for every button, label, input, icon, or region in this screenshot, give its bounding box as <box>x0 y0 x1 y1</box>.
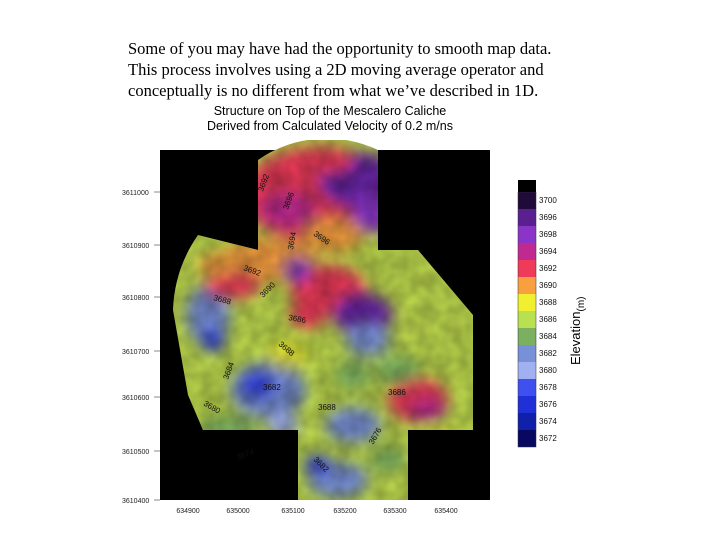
colorbar-swatch <box>518 396 536 413</box>
colorbar-swatch <box>518 243 536 260</box>
map-title-line-1: Structure on Top of the Mescalero Calich… <box>213 104 447 118</box>
colorbar-swatch <box>518 379 536 396</box>
colorbar-level-label: 3684 <box>539 332 557 341</box>
colorbar-level-label: 3676 <box>539 400 557 409</box>
intro-line-2: This process involves using a 2D moving … <box>128 60 544 79</box>
map-title-line-2: Derived from Calculated Velocity of 0.2 … <box>207 119 453 133</box>
colorbar-swatch <box>518 209 536 226</box>
colorbar-swatch <box>518 260 536 277</box>
colorbar-level-label: 3674 <box>539 417 557 426</box>
colorbar-level-label: 3692 <box>539 264 557 273</box>
y-tick-label: 3610800 <box>122 295 149 302</box>
y-tick-label: 3610600 <box>122 395 149 402</box>
colorbar-level-label: 3680 <box>539 366 557 375</box>
intro-line-3: conceptually is no different from what w… <box>128 81 539 100</box>
colorbar-swatch <box>518 294 536 311</box>
colorbar-level-label: 3700 <box>539 196 557 205</box>
colorbar-swatch <box>518 345 536 362</box>
colorbar-swatch <box>518 226 536 243</box>
colorbar-level-label: 3698 <box>539 230 557 239</box>
colorbar: 3700 3696 3698 3694 3692 3690 3688 3686 3684 3682… <box>517 180 557 448</box>
colorbar-label: Elevation(m) <box>568 297 587 365</box>
contour-map-figure: 3692369636963694369236883690368636883684… <box>122 140 557 515</box>
colorbar-level-label: 3678 <box>539 383 557 392</box>
intro-line-1: Some of you may have had the opportunity… <box>128 39 552 58</box>
colorbar-swatch <box>518 311 536 328</box>
contour-label: 3694 <box>286 231 298 251</box>
y-tick-label: 3610500 <box>122 449 149 456</box>
colorbar-top-cap <box>518 180 536 192</box>
contour-label: 3686 <box>288 313 308 325</box>
y-tick-label: 3610900 <box>122 243 149 250</box>
colorbar-level-label: 3690 <box>539 281 557 290</box>
x-tick-label: 635100 <box>281 508 304 515</box>
y-tick-label: 3610700 <box>122 349 149 356</box>
x-tick-label: 635400 <box>434 508 457 515</box>
x-tick-label: 635300 <box>383 508 406 515</box>
x-tick-label: 635000 <box>226 508 249 515</box>
colorbar-label-unit: (m) <box>576 296 587 312</box>
y-tick-label: 3611000 <box>122 190 149 197</box>
x-tick-label: 634900 <box>176 508 199 515</box>
contour-label: 3688 <box>318 403 336 412</box>
colorbar-level-label: 3682 <box>539 349 557 358</box>
contour-label: 3682 <box>263 383 281 392</box>
colorbar-swatch <box>518 192 536 209</box>
colorbar-swatch <box>518 413 536 430</box>
colorbar-level-label: 3686 <box>539 315 557 324</box>
colorbar-swatch <box>518 277 536 294</box>
y-tick-label: 3610400 <box>122 498 149 505</box>
colorbar-label-text: Elevation <box>568 311 583 365</box>
contour-label: 3686 <box>388 388 406 397</box>
colorbar-level-label: 3688 <box>539 298 557 307</box>
x-tick-label: 635200 <box>333 508 356 515</box>
colorbar-level-label: 3694 <box>539 247 557 256</box>
intro-text: Some of you may have had the opportunity… <box>128 38 608 101</box>
colorbar-level-label: 3672 <box>539 434 557 443</box>
colorbar-swatch <box>518 328 536 345</box>
colorbar-swatch <box>518 430 536 447</box>
colorbar-swatch <box>518 362 536 379</box>
colorbar-level-label: 3696 <box>539 213 557 222</box>
